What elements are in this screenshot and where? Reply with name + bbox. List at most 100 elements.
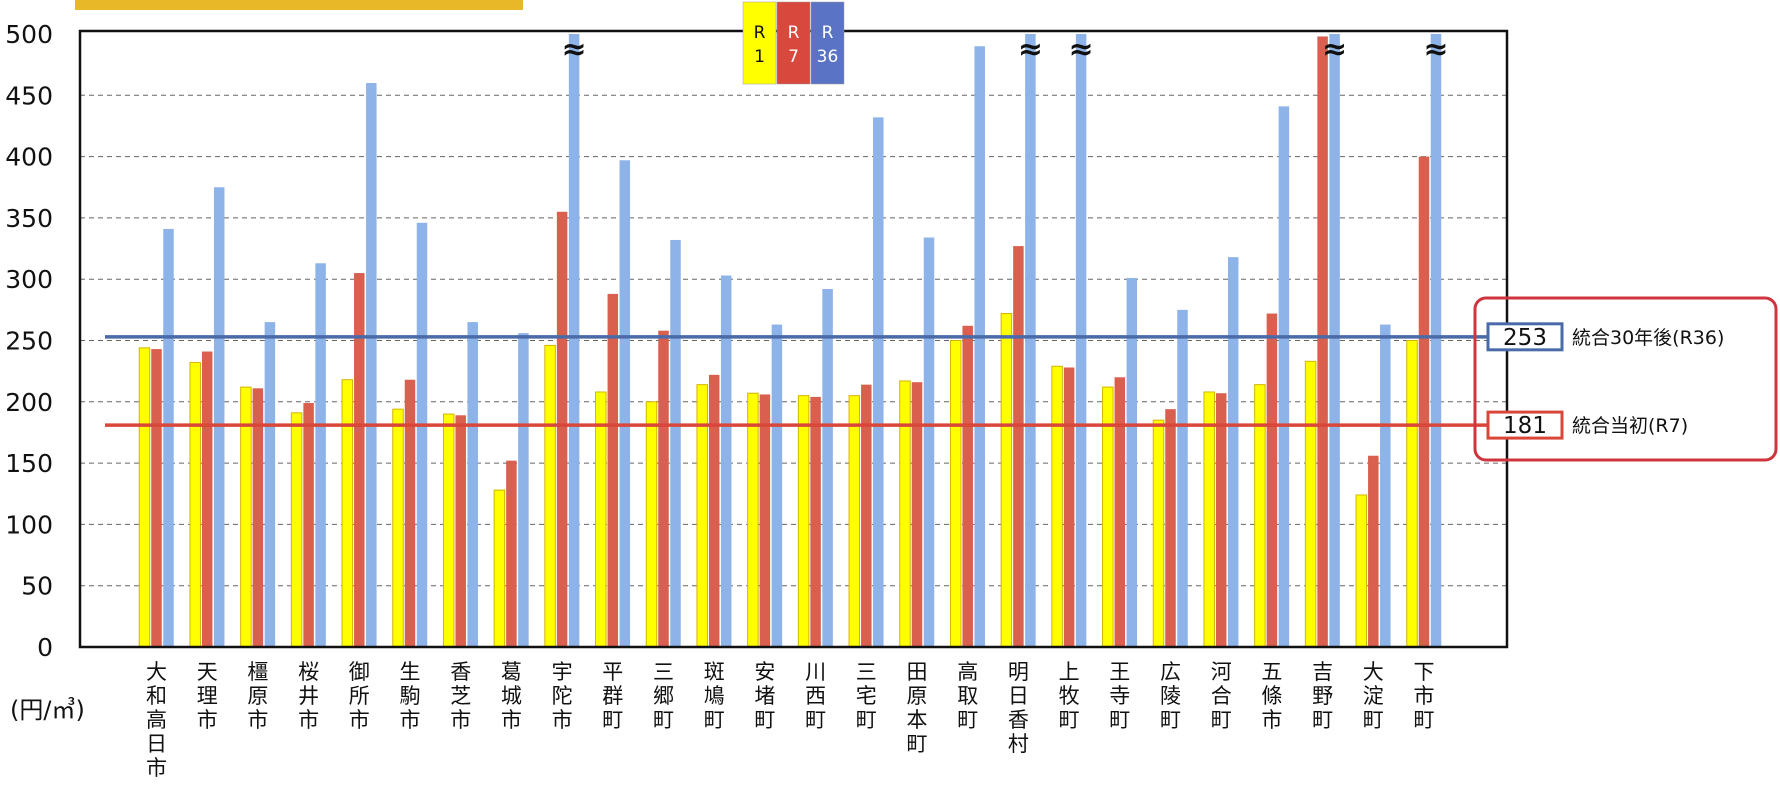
- y-tick-label: 100: [5, 510, 53, 539]
- x-tick-label: 所: [349, 684, 370, 708]
- x-tick-label: 町: [1312, 708, 1333, 732]
- x-tick-label: 町: [704, 708, 725, 732]
- legend-label: R: [754, 23, 766, 43]
- x-tick-label: 三: [856, 660, 877, 684]
- x-tick-label: 町: [907, 732, 928, 756]
- bar-r7: [1266, 313, 1278, 647]
- x-tick-label: 宅: [856, 684, 877, 708]
- x-tick-label: 芝: [450, 684, 471, 708]
- x-tick-label: 町: [1414, 708, 1435, 732]
- bar-r1: [189, 362, 201, 648]
- bar-r36: [518, 333, 529, 647]
- bar-r1: [1152, 419, 1165, 648]
- x-tick-label: 郷: [653, 684, 674, 708]
- bar-r36: [619, 160, 631, 647]
- bar-r36: [1075, 34, 1087, 647]
- bar-r1: [949, 340, 962, 648]
- break-mark: ≈: [1018, 32, 1043, 67]
- x-tick-label: 市: [501, 708, 522, 732]
- x-tick-label: 御: [349, 660, 370, 684]
- x-tick-label: 吉: [1312, 660, 1333, 684]
- legend-label: 1: [754, 47, 765, 67]
- break-mark: ≈: [562, 32, 587, 67]
- x-tick-label: 日: [146, 732, 167, 756]
- x-tick-label: 牧: [1059, 684, 1080, 708]
- x-tick-label: 取: [957, 684, 978, 708]
- bar-r36: [1025, 34, 1036, 647]
- reference-lines: 253 統合30年後(R36) 181 統合当初(R7): [105, 322, 1724, 440]
- x-tick-label: 陵: [1160, 684, 1181, 708]
- bar-r36: [366, 83, 377, 648]
- x-tick-label: 淀: [1363, 684, 1384, 708]
- bar-r1: [1051, 365, 1063, 648]
- x-tick-label: 町: [1160, 708, 1181, 732]
- x-tick-label: 大: [1363, 660, 1384, 684]
- x-tick-label: 町: [856, 708, 877, 732]
- x-tick-label: 桜: [298, 660, 319, 684]
- bar-r7: [252, 388, 264, 647]
- bar-r36: [1380, 324, 1391, 647]
- x-tick-label: 町: [1059, 708, 1080, 732]
- bar-r36: [720, 275, 732, 647]
- x-tick-label: 堵: [754, 684, 775, 708]
- bar-r7: [1165, 409, 1176, 647]
- bar-r7: [1368, 455, 1379, 647]
- x-tick-label: 王: [1109, 660, 1130, 684]
- x-tick-label: 市: [1261, 708, 1282, 732]
- x-tick-label: 生: [400, 660, 421, 684]
- bar-r7: [506, 460, 517, 647]
- legend-swatch: [776, 1, 811, 85]
- x-tick-label: 市: [197, 708, 218, 732]
- bar-r1: [899, 380, 911, 648]
- bar-r1: [747, 392, 759, 648]
- reference-value-box: [1486, 322, 1564, 352]
- x-tick-label: 町: [1211, 708, 1232, 732]
- x-tick-label: 五: [1261, 660, 1282, 684]
- legend-label: 36: [817, 47, 839, 67]
- bar-r7: [759, 394, 771, 647]
- y-tick-label: 200: [5, 388, 53, 417]
- bar-r7: [354, 273, 365, 647]
- legend-label: R: [788, 23, 800, 43]
- x-tick-label: 鳩: [704, 684, 725, 708]
- bar-r7: [1063, 367, 1075, 647]
- x-tick-label: 和: [146, 684, 167, 708]
- bar-r36: [1329, 34, 1340, 647]
- x-tick-label: 橿: [247, 660, 268, 684]
- x-tick-label: 市: [552, 708, 573, 732]
- x-tick-label: 寺: [1109, 684, 1130, 708]
- bar-r36: [670, 239, 681, 647]
- x-tick-label: 天: [197, 660, 218, 684]
- x-tick-label: 市: [349, 708, 370, 732]
- x-tick-label: 河: [1211, 660, 1232, 684]
- x-tick-label: 宇: [552, 660, 573, 684]
- x-tick-label: 城: [501, 684, 522, 708]
- bar-r36: [771, 324, 783, 647]
- x-tick-label: 葛: [501, 660, 522, 684]
- bar-r1: [645, 401, 658, 648]
- bar-r36: [213, 187, 225, 647]
- bar-r7: [303, 403, 314, 647]
- bar-r7: [1215, 393, 1227, 647]
- bar-r1: [1000, 313, 1013, 648]
- x-tick-label: 陀: [552, 684, 573, 708]
- x-tick-label: 町: [1363, 708, 1384, 732]
- x-tick-label: 広: [1160, 660, 1181, 684]
- reference-value-box: [1486, 410, 1564, 440]
- x-tick-label: 大: [146, 660, 167, 684]
- bar-r1: [290, 412, 303, 648]
- bar-r7: [962, 325, 973, 647]
- bar-series: [138, 34, 1442, 648]
- x-tick-label: 市: [1414, 684, 1435, 708]
- y-tick-label: 400: [5, 143, 53, 172]
- y-tick-label: 250: [5, 327, 53, 356]
- title-banner-strip: [75, 0, 523, 10]
- break-mark: ≈: [1069, 32, 1094, 67]
- x-tick-label: 町: [1109, 708, 1130, 732]
- x-tick-label: 香: [1008, 708, 1029, 732]
- bar-r36: [163, 228, 174, 647]
- bar-r7: [1013, 246, 1024, 647]
- legend-swatch: [742, 1, 777, 85]
- y-axis-unit-label: (円/㎥): [10, 696, 85, 724]
